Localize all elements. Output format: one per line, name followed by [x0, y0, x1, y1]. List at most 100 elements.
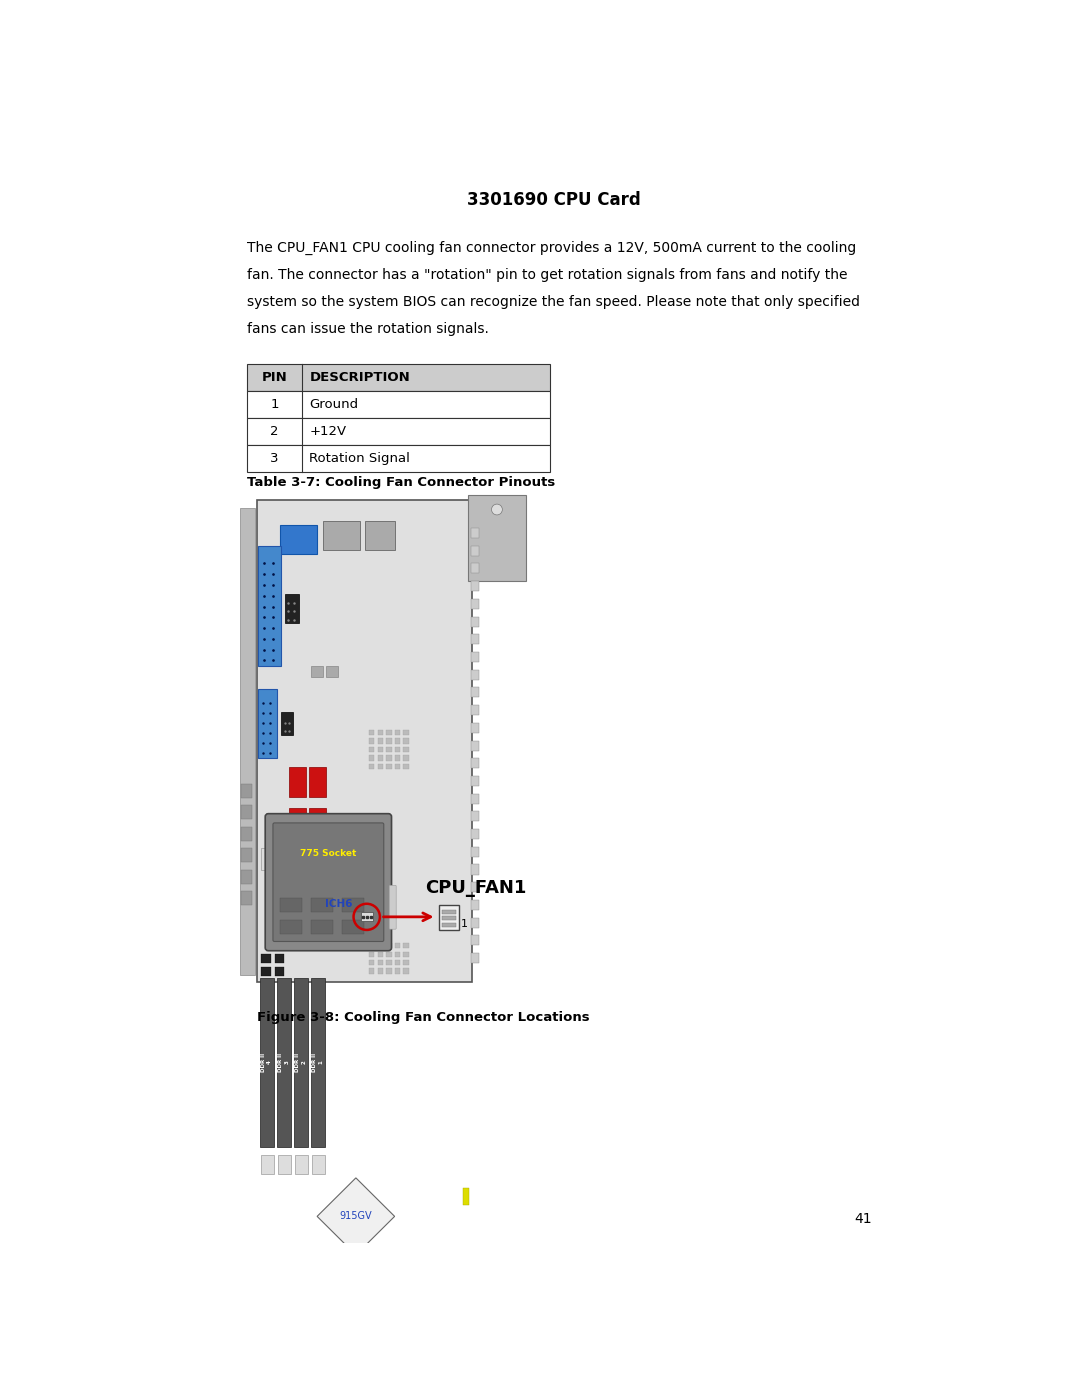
FancyBboxPatch shape	[289, 809, 307, 838]
FancyBboxPatch shape	[274, 967, 284, 977]
FancyBboxPatch shape	[241, 784, 252, 798]
FancyBboxPatch shape	[342, 921, 364, 933]
FancyBboxPatch shape	[378, 968, 383, 974]
Text: 3301690 CPU Card: 3301690 CPU Card	[467, 191, 640, 208]
FancyBboxPatch shape	[471, 528, 480, 538]
FancyBboxPatch shape	[247, 444, 550, 472]
FancyBboxPatch shape	[247, 418, 550, 444]
FancyBboxPatch shape	[365, 521, 394, 550]
Text: 1: 1	[461, 919, 469, 929]
FancyBboxPatch shape	[378, 951, 383, 957]
FancyBboxPatch shape	[471, 581, 480, 591]
FancyBboxPatch shape	[289, 767, 307, 796]
Text: fans can issue the rotation signals.: fans can issue the rotation signals.	[247, 321, 489, 335]
FancyBboxPatch shape	[403, 738, 408, 743]
FancyBboxPatch shape	[471, 882, 480, 893]
Polygon shape	[318, 1178, 394, 1255]
FancyBboxPatch shape	[241, 805, 252, 819]
FancyBboxPatch shape	[311, 921, 333, 933]
FancyBboxPatch shape	[260, 848, 273, 870]
FancyBboxPatch shape	[387, 729, 392, 735]
FancyBboxPatch shape	[369, 746, 375, 752]
FancyBboxPatch shape	[394, 738, 400, 743]
Text: DDR II
1: DDR II 1	[312, 1053, 323, 1071]
FancyBboxPatch shape	[471, 634, 480, 644]
FancyBboxPatch shape	[471, 936, 480, 946]
FancyBboxPatch shape	[378, 738, 383, 743]
Text: Table 3-7: Cooling Fan Connector Pinouts: Table 3-7: Cooling Fan Connector Pinouts	[247, 475, 555, 489]
FancyBboxPatch shape	[241, 848, 252, 862]
FancyBboxPatch shape	[471, 953, 480, 963]
Text: 1: 1	[270, 398, 279, 411]
FancyBboxPatch shape	[471, 546, 480, 556]
FancyBboxPatch shape	[311, 898, 333, 912]
FancyBboxPatch shape	[312, 1155, 325, 1173]
FancyBboxPatch shape	[342, 898, 364, 912]
Text: PIN: PIN	[261, 372, 287, 384]
FancyBboxPatch shape	[261, 967, 271, 977]
FancyBboxPatch shape	[378, 729, 383, 735]
FancyBboxPatch shape	[471, 828, 480, 840]
FancyBboxPatch shape	[282, 712, 293, 735]
FancyBboxPatch shape	[471, 740, 480, 750]
FancyBboxPatch shape	[284, 594, 298, 623]
FancyBboxPatch shape	[471, 652, 480, 662]
FancyBboxPatch shape	[276, 978, 291, 1147]
FancyBboxPatch shape	[471, 900, 480, 909]
Text: DDR II
2: DDR II 2	[296, 1053, 307, 1071]
Text: Figure 3-8: Cooling Fan Connector Locations: Figure 3-8: Cooling Fan Connector Locati…	[257, 1011, 590, 1024]
FancyBboxPatch shape	[260, 978, 273, 1147]
FancyBboxPatch shape	[369, 764, 375, 768]
FancyBboxPatch shape	[261, 954, 271, 963]
FancyBboxPatch shape	[387, 756, 392, 760]
FancyBboxPatch shape	[295, 848, 307, 870]
FancyBboxPatch shape	[394, 756, 400, 760]
FancyBboxPatch shape	[387, 951, 392, 957]
FancyBboxPatch shape	[278, 848, 291, 870]
FancyBboxPatch shape	[442, 916, 456, 921]
Text: system so the system BIOS can recognize the fan speed. Please note that only spe: system so the system BIOS can recognize …	[247, 295, 861, 309]
FancyBboxPatch shape	[258, 546, 282, 666]
FancyBboxPatch shape	[311, 666, 323, 678]
FancyBboxPatch shape	[241, 827, 252, 841]
FancyBboxPatch shape	[369, 968, 375, 974]
FancyBboxPatch shape	[389, 886, 396, 929]
Text: CPU_FAN1: CPU_FAN1	[424, 879, 526, 897]
FancyBboxPatch shape	[394, 968, 400, 974]
FancyBboxPatch shape	[403, 764, 408, 768]
FancyBboxPatch shape	[258, 689, 276, 759]
FancyBboxPatch shape	[241, 891, 252, 905]
FancyBboxPatch shape	[471, 705, 480, 715]
FancyBboxPatch shape	[471, 616, 480, 627]
FancyBboxPatch shape	[369, 729, 375, 735]
FancyBboxPatch shape	[471, 775, 480, 787]
Text: 915GV: 915GV	[339, 1211, 373, 1221]
FancyBboxPatch shape	[471, 918, 480, 928]
FancyBboxPatch shape	[369, 960, 375, 965]
FancyBboxPatch shape	[273, 823, 383, 942]
FancyBboxPatch shape	[369, 951, 375, 957]
Text: +12V: +12V	[309, 425, 347, 437]
FancyBboxPatch shape	[394, 951, 400, 957]
Text: DDR II
3: DDR II 3	[279, 1053, 289, 1071]
FancyBboxPatch shape	[326, 666, 338, 678]
Text: DESCRIPTION: DESCRIPTION	[309, 372, 410, 384]
FancyBboxPatch shape	[369, 943, 375, 949]
FancyBboxPatch shape	[471, 812, 480, 821]
FancyBboxPatch shape	[387, 764, 392, 768]
FancyBboxPatch shape	[266, 813, 392, 951]
Text: DDR II
4: DDR II 4	[261, 1053, 272, 1071]
FancyBboxPatch shape	[280, 921, 301, 933]
FancyBboxPatch shape	[378, 764, 383, 768]
Text: ICH6: ICH6	[325, 898, 352, 909]
FancyBboxPatch shape	[387, 738, 392, 743]
FancyBboxPatch shape	[471, 722, 480, 733]
FancyBboxPatch shape	[240, 509, 255, 975]
FancyBboxPatch shape	[387, 960, 392, 965]
Circle shape	[491, 504, 502, 515]
FancyBboxPatch shape	[394, 764, 400, 768]
Text: 775 Socket: 775 Socket	[300, 849, 356, 858]
FancyBboxPatch shape	[471, 669, 480, 680]
FancyBboxPatch shape	[442, 922, 456, 926]
FancyBboxPatch shape	[257, 500, 472, 982]
